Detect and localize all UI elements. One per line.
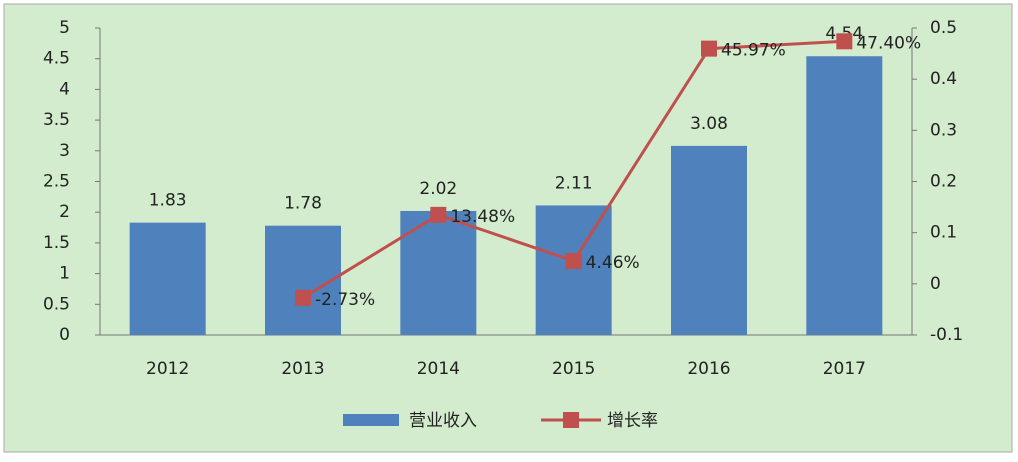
y-tick-label: 4 (59, 79, 70, 99)
bar-value-label: 3.08 (690, 114, 728, 134)
y2-tick-label: 0 (930, 274, 941, 294)
bar-value-label: 2.11 (555, 173, 593, 193)
line-marker (836, 33, 853, 50)
legend-marker (563, 412, 579, 428)
line-marker (295, 289, 311, 306)
bar-value-label: 2.02 (419, 179, 457, 199)
y-tick-label: 1 (59, 264, 70, 284)
bar (535, 205, 612, 335)
x-tick-label: 2012 (146, 359, 189, 379)
bar (806, 56, 883, 336)
legend-label: 增长率 (607, 411, 658, 431)
bar (671, 145, 747, 335)
y-tick-label: 4.5 (43, 49, 70, 69)
bar (129, 222, 206, 335)
y-tick-label: 3.5 (43, 110, 70, 130)
legend-swatch (343, 414, 399, 426)
y2-tick-label: 0.3 (930, 120, 957, 140)
y2-tick-label: 0.4 (930, 69, 957, 89)
line-marker (565, 253, 582, 270)
y-tick-label: 0 (59, 325, 70, 345)
y-tick-label: 3 (59, 141, 70, 161)
line-value-label: 45.97% (721, 41, 786, 61)
x-tick-label: 2014 (417, 359, 460, 379)
x-tick-label: 2016 (687, 359, 730, 379)
y2-tick-label: 0.1 (930, 223, 957, 243)
x-tick-label: 2017 (823, 359, 866, 379)
y2-tick-label: 0.2 (930, 172, 957, 192)
bar-value-label: 1.83 (149, 191, 187, 211)
y-tick-label: 2.5 (43, 172, 70, 192)
y-tick-label: 0.5 (43, 294, 70, 314)
x-tick-label: 2013 (281, 359, 324, 379)
y2-tick-label: 0.5 (930, 18, 957, 38)
bar (265, 225, 341, 335)
y-tick-label: 5 (59, 18, 70, 38)
line-value-label: 13.48% (450, 207, 515, 227)
line-value-label: 4.46% (586, 253, 640, 273)
y-tick-label: 2 (59, 202, 70, 222)
x-tick-label: 2015 (552, 359, 595, 379)
legend-label: 营业收入 (409, 411, 477, 431)
line-marker (701, 40, 717, 57)
line-marker (430, 206, 447, 223)
y2-tick-label: -0.1 (930, 325, 963, 345)
y-tick-label: 1.5 (43, 233, 70, 253)
line-value-label: 47.40% (856, 33, 921, 53)
bar-value-label: 1.78 (284, 194, 322, 214)
line-value-label: -2.73% (315, 290, 375, 310)
